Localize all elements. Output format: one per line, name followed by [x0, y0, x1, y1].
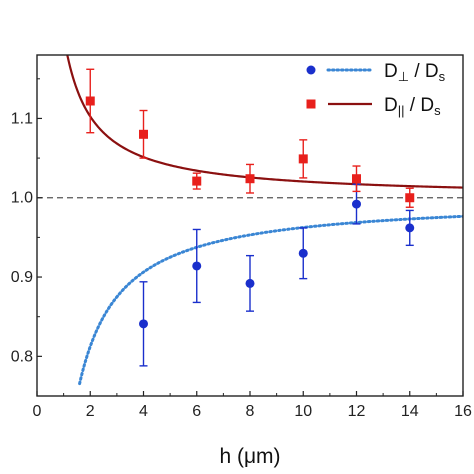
x-tick-label: 12: [348, 403, 366, 420]
x-tick-label: 16: [454, 403, 472, 420]
data-point-perpendicular: [298, 248, 308, 258]
data-point-parallel: [352, 174, 361, 184]
x-axis-label: h (μm): [219, 445, 280, 468]
data-point-perpendicular: [192, 261, 202, 271]
data-point-parallel: [139, 129, 148, 139]
data-point-parallel: [298, 154, 308, 164]
data-point-perpendicular: [245, 278, 255, 288]
data-point-perpendicular: [352, 199, 361, 209]
data-point-parallel: [85, 96, 95, 106]
legend-label-parallel: D|| / Ds: [384, 95, 441, 118]
legend-marker-parallel: [306, 99, 316, 109]
y-tick-label: 1.1: [11, 110, 33, 127]
x-tick-label: 6: [192, 403, 201, 420]
y-tick-label: 0.9: [11, 269, 33, 286]
x-tick-label: 4: [139, 403, 148, 420]
data-point-parallel: [245, 174, 255, 184]
legend-marker-perpendicular: [306, 65, 316, 75]
x-tick-label: 8: [246, 403, 255, 420]
perpendicular-fit-curve: [78, 214, 463, 386]
data-point-parallel: [405, 193, 415, 203]
data-point-perpendicular: [405, 223, 415, 233]
legend: D⊥ / Ds D|| / Ds: [306, 61, 446, 118]
x-tick-label: 14: [401, 403, 419, 420]
data-point-perpendicular: [139, 319, 148, 329]
y-tick-label: 0.8: [11, 348, 33, 365]
parallel-fit-curve: [66, 55, 463, 189]
legend-label-perpendicular: D⊥ / Ds: [384, 61, 446, 84]
x-tick-label: 2: [86, 403, 95, 420]
y-tick-label: 1.0: [11, 190, 33, 207]
data-point-parallel: [192, 176, 202, 186]
x-tick-label: 0: [33, 403, 42, 420]
x-tick-label: 10: [294, 403, 312, 420]
